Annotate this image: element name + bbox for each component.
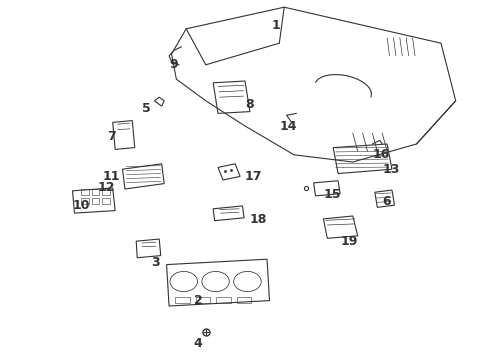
Bar: [81, 189, 89, 195]
Text: 4: 4: [194, 337, 202, 350]
Bar: [92, 189, 99, 195]
Text: 5: 5: [142, 102, 151, 114]
Text: 19: 19: [341, 235, 358, 248]
Bar: [102, 198, 110, 204]
Text: 9: 9: [169, 58, 178, 71]
Text: 3: 3: [151, 256, 160, 269]
Text: 14: 14: [279, 120, 297, 132]
Text: 8: 8: [245, 98, 254, 111]
Text: 18: 18: [250, 213, 267, 226]
Text: 15: 15: [323, 188, 341, 201]
Text: 11: 11: [103, 170, 121, 183]
Bar: [216, 297, 231, 303]
Text: 16: 16: [372, 148, 390, 161]
Text: 7: 7: [107, 130, 116, 143]
Text: 12: 12: [98, 181, 116, 194]
Bar: [92, 198, 99, 204]
Text: 17: 17: [245, 170, 263, 183]
Bar: [237, 297, 251, 303]
Bar: [196, 297, 210, 303]
Text: 1: 1: [272, 19, 281, 32]
Text: 2: 2: [194, 294, 202, 307]
Text: 10: 10: [73, 199, 90, 212]
Text: 6: 6: [382, 195, 391, 208]
Bar: [102, 189, 110, 195]
Bar: [175, 297, 190, 303]
Bar: [81, 198, 89, 204]
Text: 13: 13: [382, 163, 399, 176]
